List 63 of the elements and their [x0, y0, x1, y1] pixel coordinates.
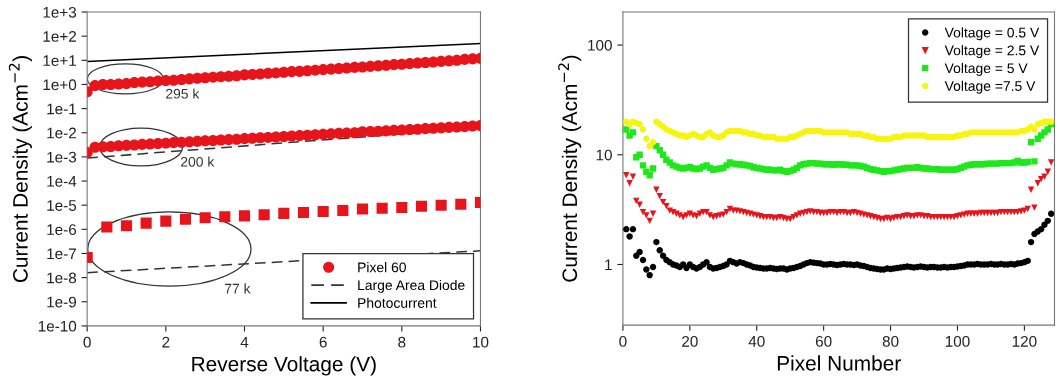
x-tick-label: 6 — [319, 336, 327, 348]
x-tick-label: 80 — [882, 335, 899, 347]
annotation: 295 k — [166, 88, 200, 99]
y-tick-label: 1e-8 — [47, 272, 77, 284]
y-tick-label: 1e-2 — [47, 127, 76, 139]
legend-label: Voltage = 2.5 V — [944, 45, 1040, 59]
point — [455, 198, 467, 210]
legend-label: Voltage = 5 V — [944, 62, 1028, 76]
x-tick-label: 40 — [748, 335, 765, 347]
x-tick-label: 20 — [682, 335, 698, 347]
point — [219, 211, 231, 223]
point — [258, 209, 270, 221]
y-tick-label: 1e-1 — [47, 103, 77, 115]
y-tick-label: 10 — [596, 149, 612, 161]
point — [199, 212, 211, 224]
y-tick-label: 1e+3 — [43, 6, 77, 18]
y-tick-label: 1e-4 — [47, 176, 77, 187]
point — [101, 221, 113, 233]
x-tick-label: 4 — [240, 336, 249, 348]
point — [415, 200, 428, 212]
point — [120, 220, 133, 232]
legend-label: Pixel 60 — [358, 262, 406, 273]
point — [160, 215, 172, 227]
y-tick-label: 100 — [588, 39, 612, 51]
annotation: 200 k — [181, 156, 215, 167]
y-tick-label: 1e-9 — [47, 296, 77, 308]
x-axis-title: Reverse Voltage (V) — [192, 356, 376, 376]
point — [435, 199, 447, 211]
y-tick-label: 1e-5 — [47, 200, 77, 211]
x-tick-label: 0 — [83, 336, 91, 348]
y-tick-label: 1 — [605, 259, 612, 271]
annotation: 77 k — [225, 283, 251, 294]
point — [278, 207, 290, 219]
x-tick-label: 60 — [815, 335, 832, 347]
y-tick-label: 1e-6 — [47, 224, 77, 236]
point — [396, 201, 408, 214]
legend-label: Photocurrent — [358, 297, 437, 308]
x-axis-title: Pixel Number — [777, 355, 901, 371]
point — [337, 204, 349, 217]
y-tick-label: 1e-3 — [47, 151, 77, 163]
x-tick-label: 120 — [1012, 335, 1037, 347]
point — [356, 203, 369, 215]
legend-label: Large Area Diode — [358, 279, 465, 293]
y-tick-label: 1e-7 — [47, 248, 76, 260]
y-tick-label: 1e+1 — [43, 55, 77, 67]
point — [140, 217, 152, 229]
x-tick-label: 0 — [619, 335, 627, 347]
point — [376, 202, 388, 214]
x-tick-label: 100 — [945, 335, 970, 347]
x-tick-label: 8 — [398, 336, 406, 348]
y-tick-label: 1e+2 — [43, 31, 76, 42]
point — [238, 210, 251, 222]
y-tick-label: 1e-10 — [38, 320, 77, 332]
point — [179, 213, 192, 225]
point — [297, 206, 310, 219]
x-tick-label: 10 — [473, 336, 489, 348]
y-axis-title: Current Density (Acm$^{−2}$) — [558, 55, 582, 282]
point — [317, 205, 329, 218]
legend-label: Voltage =7.5 V — [944, 80, 1036, 94]
legend-label: Voltage = 0.5 V — [944, 27, 1040, 41]
y-tick-label: 1e+0 — [43, 79, 77, 91]
x-tick-label: 2 — [162, 336, 170, 348]
y-axis-title: Current Density (Acm$^{−2}$) — [8, 56, 32, 283]
